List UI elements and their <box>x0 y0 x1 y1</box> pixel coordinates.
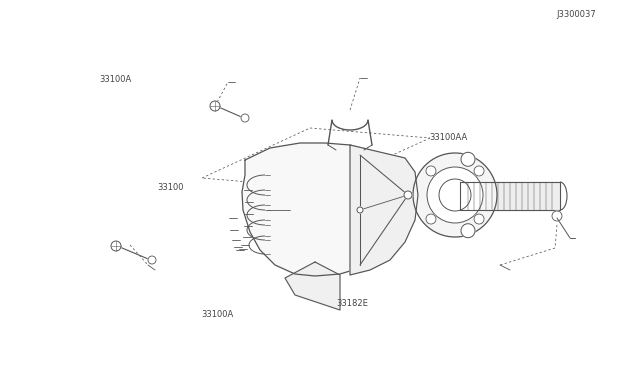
Text: J3300037: J3300037 <box>557 10 596 19</box>
Polygon shape <box>460 182 560 210</box>
Circle shape <box>426 166 436 176</box>
Polygon shape <box>285 262 340 310</box>
Text: 33182E: 33182E <box>336 299 368 308</box>
Text: 33100: 33100 <box>157 183 183 192</box>
Polygon shape <box>350 145 418 275</box>
Circle shape <box>427 167 483 223</box>
Circle shape <box>461 224 475 238</box>
Text: 33100A: 33100A <box>202 310 234 319</box>
Circle shape <box>357 207 363 213</box>
Polygon shape <box>242 143 405 276</box>
Text: 33100A: 33100A <box>99 76 131 84</box>
Circle shape <box>404 191 412 199</box>
Circle shape <box>426 214 436 224</box>
Circle shape <box>241 114 249 122</box>
Circle shape <box>474 166 484 176</box>
Circle shape <box>474 214 484 224</box>
Circle shape <box>461 152 475 166</box>
Circle shape <box>148 256 156 264</box>
Circle shape <box>439 179 471 211</box>
Circle shape <box>413 153 497 237</box>
Text: 33100AA: 33100AA <box>429 133 467 142</box>
Circle shape <box>111 241 121 251</box>
Circle shape <box>552 211 562 221</box>
Circle shape <box>210 101 220 111</box>
